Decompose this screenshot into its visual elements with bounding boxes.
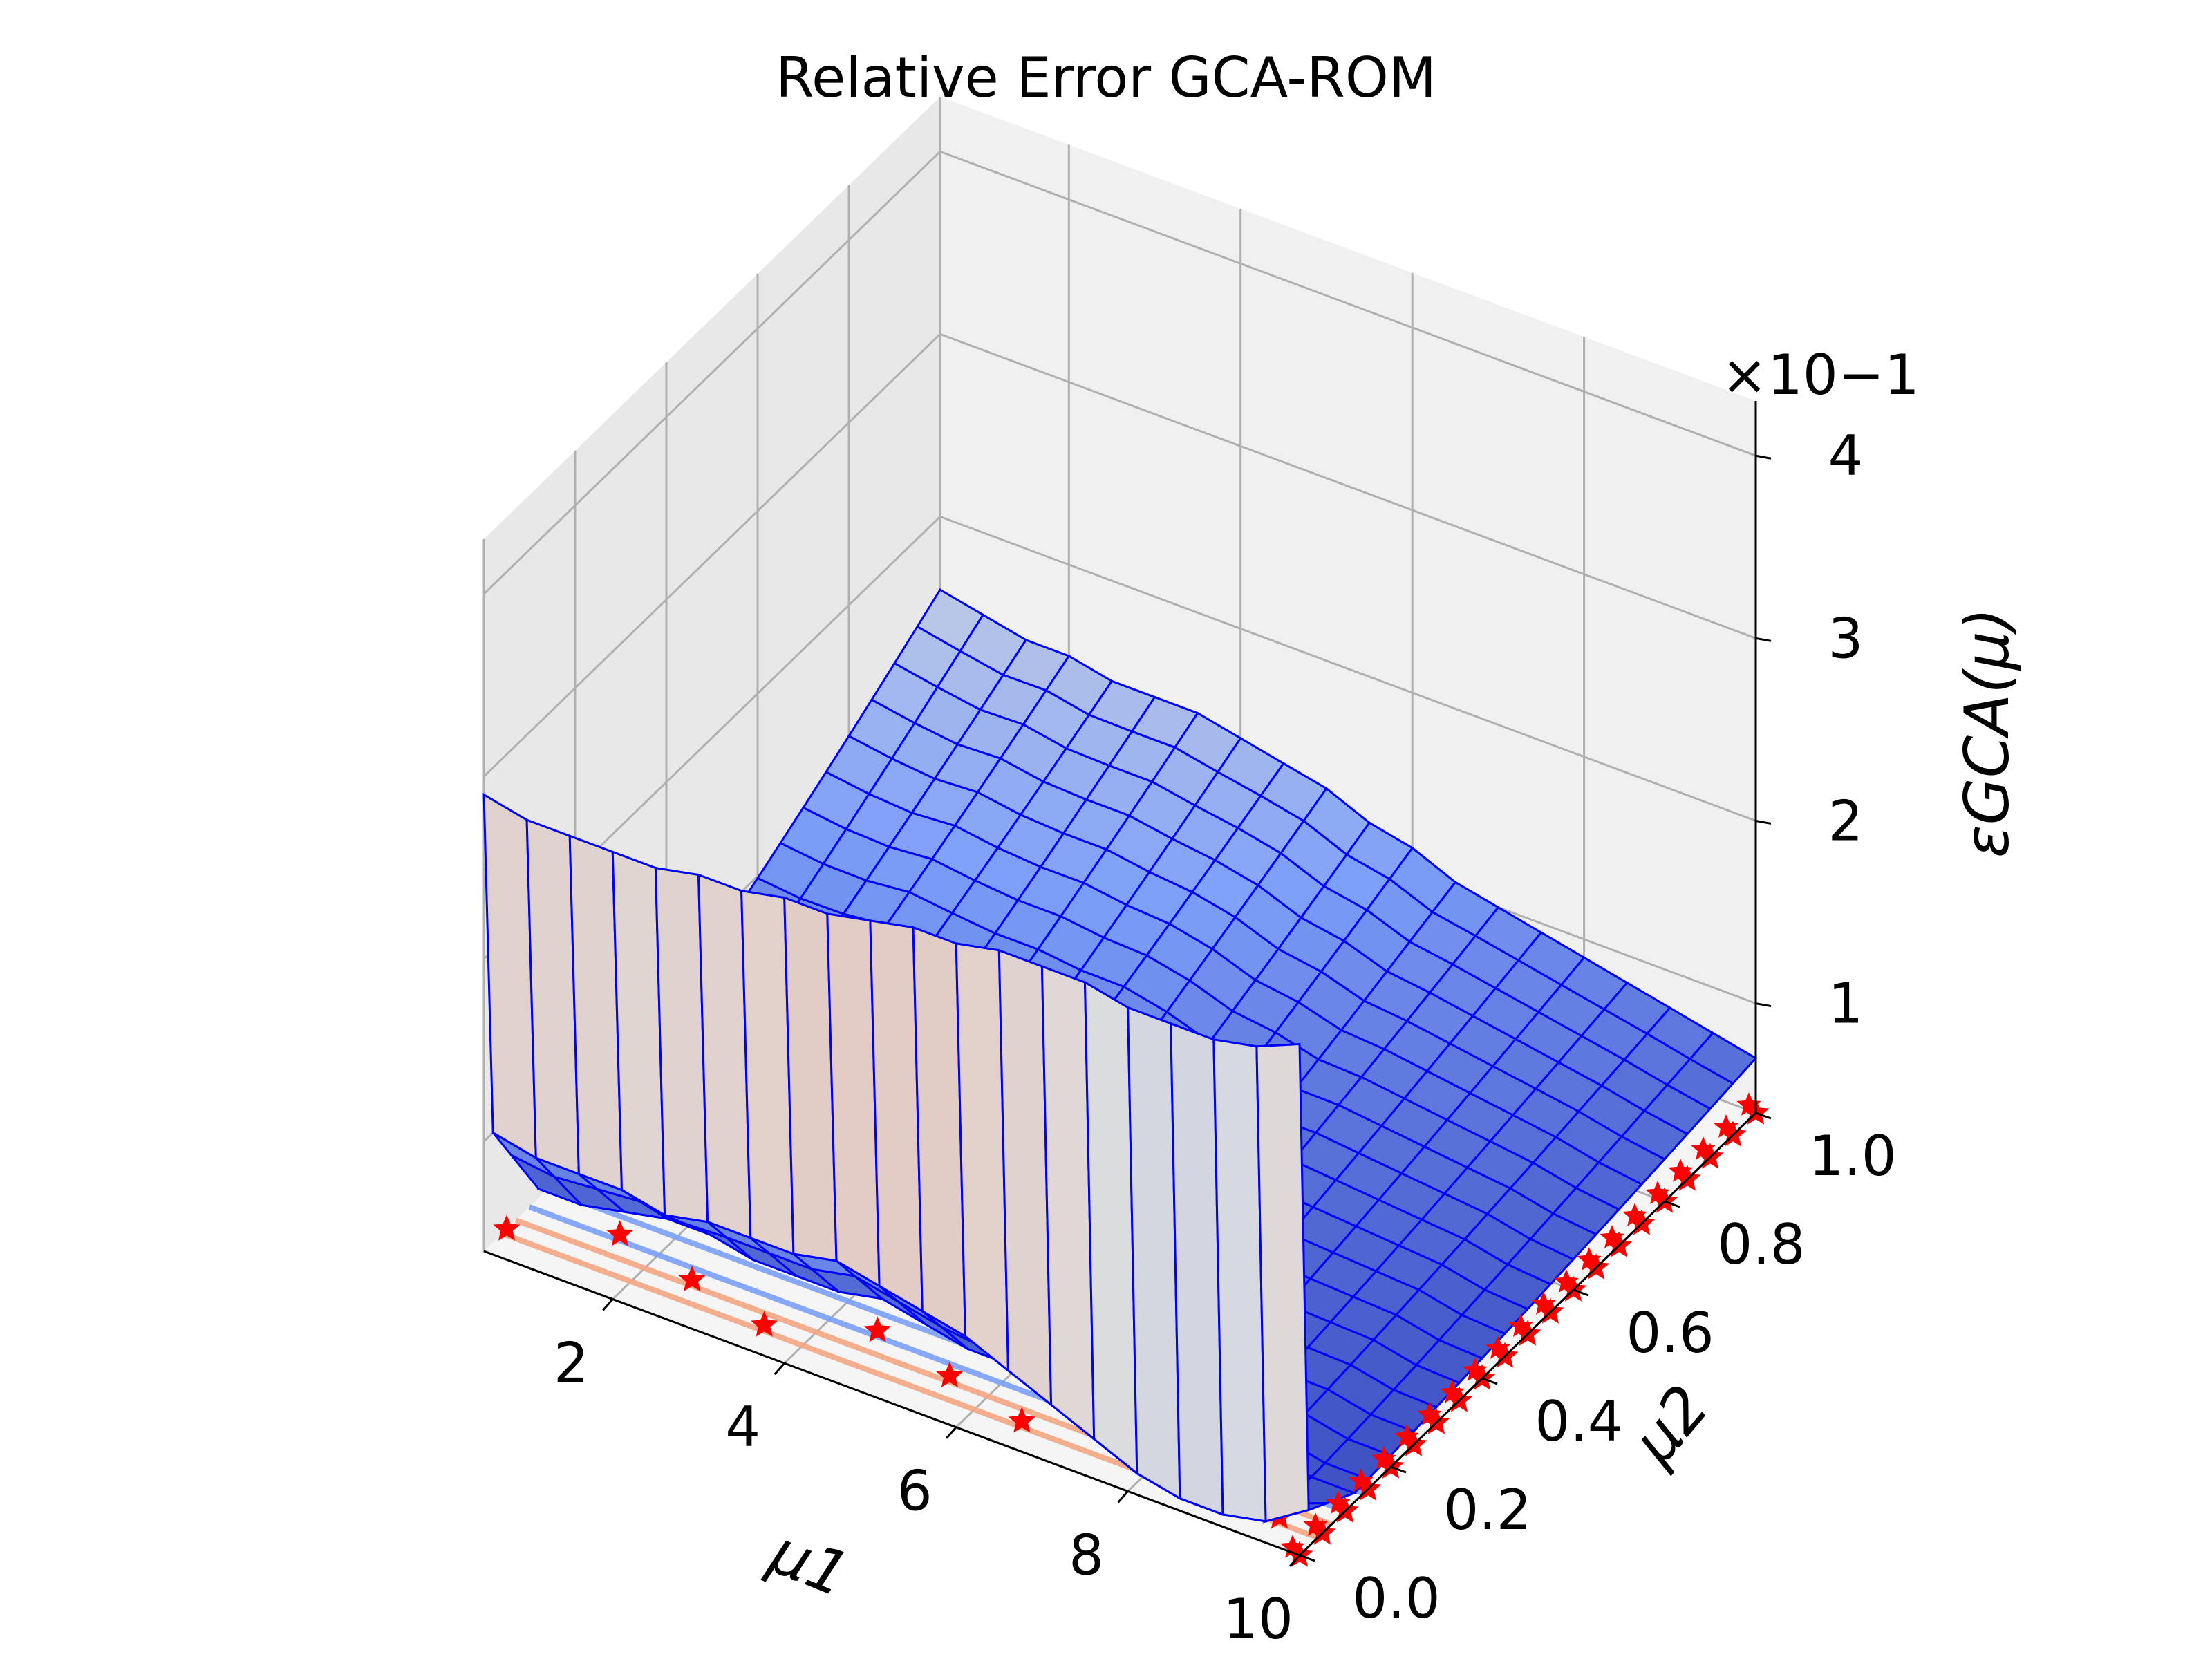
training-marker <box>1463 1358 1488 1381</box>
y-tick <box>1755 1112 1772 1120</box>
training-marker <box>1600 1225 1624 1248</box>
x-tick <box>1117 1490 1129 1503</box>
chart-title: Relative Error GCA-ROM <box>776 46 1436 110</box>
training-marker <box>1417 1402 1442 1425</box>
training-marker <box>1440 1380 1465 1403</box>
training-marker <box>1577 1247 1602 1271</box>
training-marker <box>1326 1490 1351 1514</box>
training-marker <box>1645 1181 1670 1204</box>
y-tick-label: 1.0 <box>1808 1124 1896 1188</box>
training-marker <box>1371 1446 1396 1470</box>
training-marker <box>936 1361 964 1387</box>
z-tick <box>1755 819 1772 825</box>
training-marker <box>493 1215 521 1241</box>
y-tick <box>1299 1554 1315 1562</box>
training-marker <box>1668 1159 1693 1182</box>
grid-z <box>482 332 1756 778</box>
z-tick <box>1755 637 1772 642</box>
training-marker <box>606 1220 634 1246</box>
edge-markers <box>1280 1092 1761 1558</box>
x-tick <box>774 1362 785 1376</box>
training-marker <box>1008 1407 1035 1433</box>
y-axis-label: μ2 <box>1618 1371 1723 1478</box>
training-marker <box>1531 1291 1556 1315</box>
surface-face <box>1255 1042 1310 1523</box>
training-marker <box>1508 1313 1533 1337</box>
y-axis-line <box>1298 1112 1757 1557</box>
axis-lines <box>483 401 1772 1567</box>
x-axis-label: μ1 <box>759 1515 859 1611</box>
z-multiplier: ×10−1 <box>1721 343 1920 407</box>
z-tick-label: 4 <box>1828 424 1864 488</box>
training-marker <box>1349 1468 1374 1492</box>
x-tick-label: 8 <box>1069 1523 1104 1587</box>
x-tick-label: 6 <box>897 1459 932 1524</box>
y-tick <box>1390 1465 1407 1474</box>
z-tick-label: 3 <box>1828 606 1864 671</box>
x-tick <box>602 1298 614 1311</box>
x-tick-label: 2 <box>554 1331 589 1395</box>
y-tick-label: 0.6 <box>1626 1301 1714 1365</box>
y-tick-label: 0.4 <box>1535 1389 1622 1454</box>
y-tick <box>1664 1200 1680 1208</box>
z-axis-label: εGCA(μ) <box>1951 608 2023 858</box>
training-marker <box>1691 1136 1716 1160</box>
tick-labels: 2 4 6 8 10 0.00.20.40.60.81.0 1 2 3 4 <box>554 424 1897 1651</box>
training-marker <box>751 1311 778 1337</box>
z-tick-label: 1 <box>1828 972 1864 1036</box>
z-tick <box>1755 454 1772 460</box>
x-tick-label: 4 <box>725 1395 760 1459</box>
y-tick <box>1481 1377 1498 1385</box>
training-marker <box>863 1316 892 1342</box>
training-marker <box>1485 1335 1510 1359</box>
training-marker <box>1714 1114 1738 1138</box>
grid-z <box>482 515 1756 960</box>
training-marker <box>678 1265 706 1292</box>
training-marker <box>1736 1092 1761 1116</box>
y-tick-label: 0.8 <box>1717 1212 1805 1277</box>
error-surface <box>482 588 1758 1524</box>
x-axis-line <box>483 1250 1300 1557</box>
training-marker <box>1303 1512 1328 1536</box>
y-tick-label: 0.0 <box>1352 1566 1440 1631</box>
training-marker <box>1394 1424 1419 1447</box>
y-tick <box>1573 1288 1589 1297</box>
x-tick <box>946 1426 957 1439</box>
z-tick-label: 2 <box>1828 789 1864 853</box>
z-tick <box>1755 1002 1772 1008</box>
x-tick <box>1288 1555 1301 1567</box>
training-marker <box>1622 1203 1647 1226</box>
x-tick-label: 10 <box>1223 1587 1293 1651</box>
grid-z <box>482 150 1756 595</box>
y-tick-label: 0.2 <box>1443 1478 1531 1542</box>
training-marker <box>1554 1269 1579 1293</box>
